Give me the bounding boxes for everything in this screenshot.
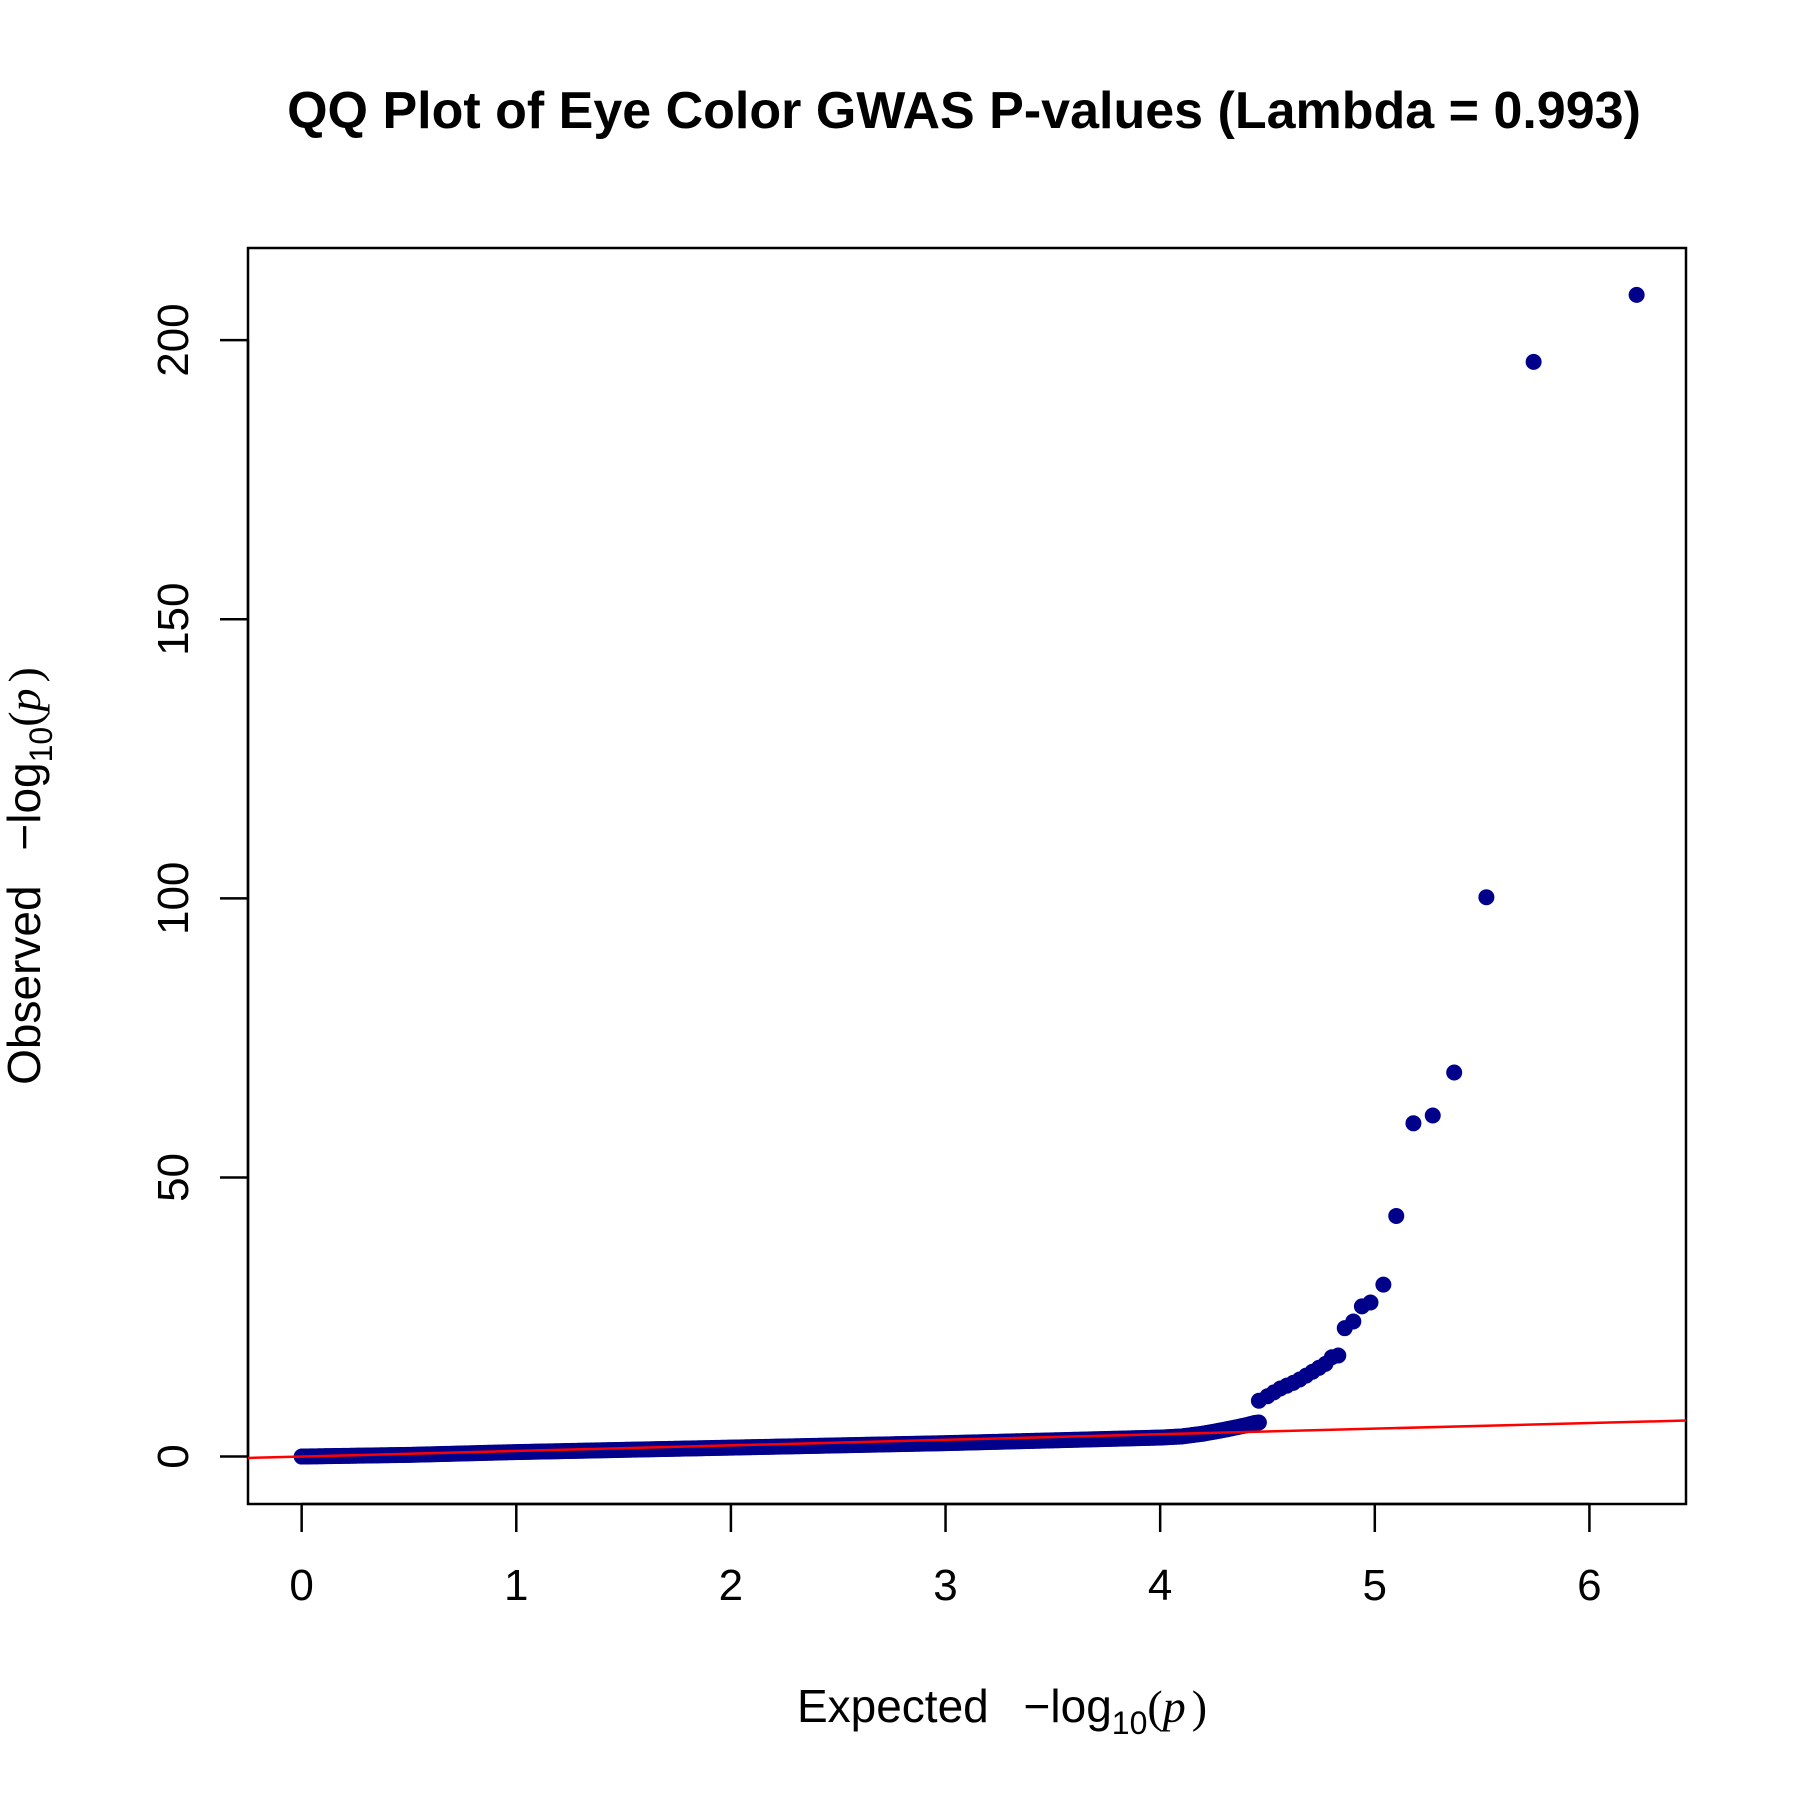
y-tick-label: 0 (149, 1444, 198, 1468)
data-point (1388, 1207, 1405, 1224)
y-tick-label: 150 (149, 583, 198, 656)
data-point (1375, 1276, 1392, 1293)
chart-title: QQ Plot of Eye Color GWAS P-values (Lamb… (287, 82, 1641, 140)
x-axis: 0 1 2 3 4 5 6 (289, 1502, 1602, 1610)
plot-marks (247, 286, 1687, 1465)
data-point (1405, 1115, 1422, 1132)
data-point (1478, 889, 1495, 906)
x-tick-label: 3 (933, 1561, 957, 1610)
data-point (1525, 353, 1542, 370)
data-point (1345, 1313, 1362, 1330)
y-tick-label: 200 (149, 303, 198, 376)
x-axis-label: Expected −log10(p) (797, 1680, 1207, 1741)
reference-line (247, 1419, 1687, 1460)
y-tick-label: 50 (149, 1153, 198, 1202)
data-point (1250, 1414, 1267, 1431)
data-point (1330, 1347, 1347, 1364)
y-tick-label: 100 (149, 862, 198, 935)
x-tick-label: 1 (504, 1561, 528, 1610)
data-point (1628, 286, 1645, 303)
x-tick-label: 4 (1148, 1561, 1172, 1610)
y-axis: 0 50 100 150 200 (149, 303, 250, 1469)
data-point (1424, 1107, 1441, 1124)
plot-box (246, 246, 1688, 1506)
data-point (1362, 1294, 1379, 1311)
data-point (1446, 1064, 1463, 1081)
x-tick-label: 0 (289, 1561, 313, 1610)
x-tick-label: 6 (1577, 1561, 1601, 1610)
y-axis-label: Observed −log10(p) (0, 667, 59, 1085)
x-tick-label: 5 (1363, 1561, 1387, 1610)
x-tick-label: 2 (719, 1561, 743, 1610)
